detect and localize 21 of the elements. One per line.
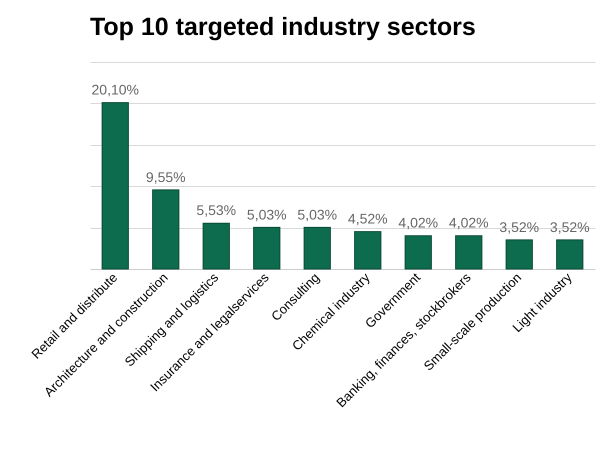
data-label: 4,02% — [398, 214, 438, 231]
bar — [304, 226, 331, 270]
bar — [202, 222, 230, 270]
bar — [102, 102, 129, 270]
data-label: 5,53% — [196, 202, 236, 218]
bar — [455, 235, 482, 270]
bar — [152, 189, 180, 270]
data-label: 3,52% — [550, 218, 590, 235]
data-label: 5,03% — [246, 206, 287, 222]
bar — [404, 235, 432, 270]
data-label: 9,55% — [146, 168, 186, 185]
data-label: 20,10% — [92, 82, 139, 98]
data-label: 4,02% — [448, 214, 489, 231]
data-label: 4,52% — [348, 210, 388, 227]
data-label: 3,52% — [499, 218, 540, 235]
data-label: 5,03% — [297, 206, 338, 222]
chart-title: Top 10 targeted industry sectors — [90, 13, 476, 41]
bar — [354, 231, 382, 270]
bar — [506, 239, 533, 270]
bar — [253, 226, 280, 270]
bar — [556, 239, 584, 270]
